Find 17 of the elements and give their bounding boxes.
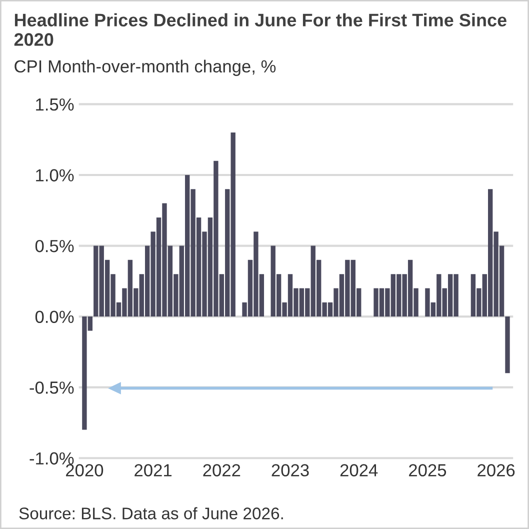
x-tick-label: 2024 — [340, 464, 378, 476]
y-tick-label: 1.0% — [36, 169, 74, 182]
x-tick-label: 2026 — [478, 464, 515, 476]
y-tick-label: -1.0% — [30, 452, 74, 465]
chart-title: Headline Prices Declined in June For the First Time Since 2020 — [14, 13, 506, 46]
y-tick-label: 0.5% — [35, 240, 74, 252]
bar — [505, 316, 510, 374]
x-tick-label: 2023 — [272, 464, 309, 476]
y-tick-label: -0.5% — [30, 382, 74, 394]
x-tick-label: 2022 — [203, 464, 240, 476]
x-tick-label: 2020 — [66, 464, 104, 476]
y-tick-label: 1.5% — [36, 98, 74, 111]
chart-subtitle: CPI Month-over-month change, % — [14, 60, 276, 76]
x-tick-label: 2021 — [134, 464, 172, 476]
x-tick-label: 2025 — [409, 464, 446, 476]
y-tick-label: 0.0% — [35, 310, 74, 324]
source-note: Source: BLS. Data as of June 2026. — [19, 507, 283, 520]
